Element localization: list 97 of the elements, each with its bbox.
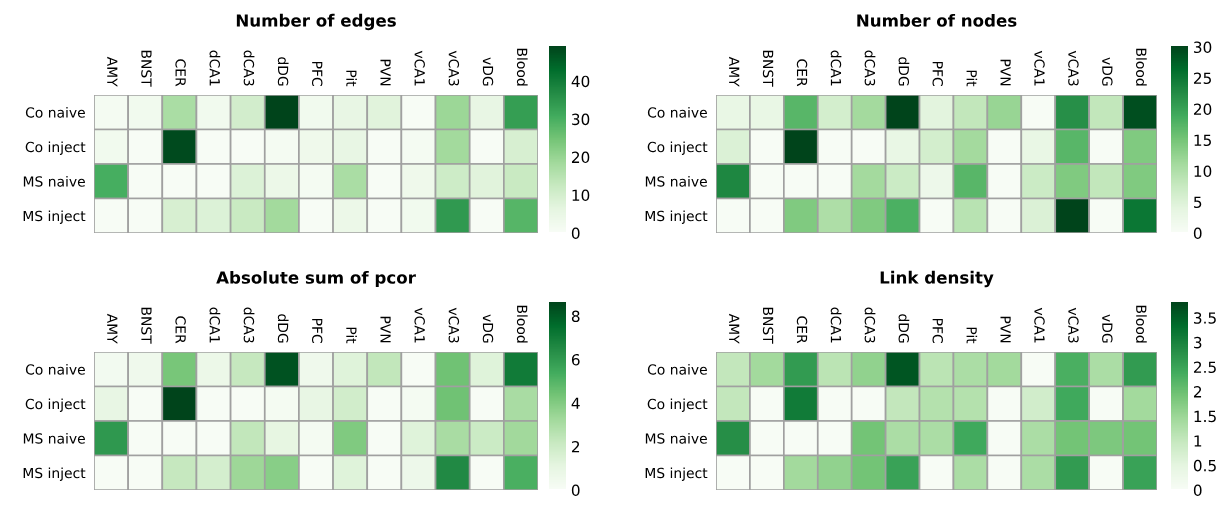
color-bar-label: 15 [1194, 134, 1211, 147]
color-bar-label: 0.5 [1193, 459, 1216, 472]
y-tick-label: MS inject [645, 467, 708, 481]
y-tick-label: Co naive [25, 106, 85, 118]
color-bar-label: 2.5 [1193, 361, 1216, 373]
y-tick-label: Co inject [647, 141, 708, 155]
x-tick-label: AMY [729, 313, 740, 344]
y-tick-label: MS naive [645, 175, 707, 187]
x-tick-label: dDG [898, 314, 910, 343]
x-tick-label: BNST [141, 307, 152, 344]
color-bar-label: 2 [571, 440, 580, 453]
y-tick-label: MS inject [23, 210, 86, 224]
y-tick-label: MS naive [23, 175, 85, 187]
x-tick-label: AMY [729, 56, 740, 87]
x-tick-label: PFC [311, 318, 323, 343]
x-tick-label: dDG [277, 314, 289, 343]
x-tick-label: dCA3 [243, 50, 255, 86]
x-tick-label: dCA3 [864, 307, 876, 343]
color-bar-label: 0 [571, 484, 580, 497]
x-tick-label: vCA3 [448, 50, 460, 86]
x-tick-label: AMY [107, 56, 118, 87]
x-tick-label: PVN [1000, 59, 1011, 86]
x-tick-label: dCA3 [864, 50, 876, 86]
x-tick-label: dCA3 [243, 307, 255, 343]
x-tick-label: vCA1 [1034, 50, 1045, 86]
x-tick-label: PFC [932, 61, 943, 86]
color-bar-label: 4 [571, 397, 580, 409]
y-tick-label: Co inject [647, 398, 708, 412]
x-tick-label: Pit [346, 327, 357, 344]
x-tick-label: Pit [966, 70, 978, 87]
x-tick-label: PFC [311, 61, 323, 86]
color-bar-label: 30 [572, 113, 590, 126]
y-tick-label: MS inject [23, 467, 86, 481]
x-tick-label: dCA1 [830, 307, 842, 343]
color-bar-label: 25 [1193, 72, 1211, 85]
x-tick-label: vDG [482, 57, 494, 86]
x-tick-label: PVN [380, 59, 391, 86]
y-tick-label: MS inject [645, 210, 708, 224]
x-tick-label: vDG [1102, 314, 1113, 343]
y-tick-label: Co inject [25, 141, 86, 155]
x-tick-label: Blood [516, 48, 528, 86]
x-tick-label: BNST [762, 307, 774, 344]
x-tick-label: vDG [482, 314, 494, 343]
chart-title: Absolute sum of pcor [216, 270, 416, 288]
x-tick-label: CER [796, 59, 808, 87]
color-bar-label: 5 [1194, 196, 1202, 209]
color-bar-label: 2 [1193, 386, 1202, 398]
y-tick-label: Co inject [25, 398, 86, 412]
color-bar-label: 0 [571, 227, 580, 240]
color-bar-label: 10 [1194, 165, 1212, 178]
chart-title: Number of nodes [857, 13, 1017, 27]
x-tick-label: Blood [1136, 305, 1147, 343]
color-bar-label: 20 [1193, 103, 1212, 116]
y-tick-label: Co naive [647, 106, 707, 118]
x-tick-label: vCA3 [448, 307, 460, 343]
x-tick-label: Pit [346, 70, 357, 87]
x-tick-label: Pit [966, 327, 978, 344]
x-tick-label: dCA1 [209, 307, 221, 343]
color-bar-label: 40 [571, 75, 590, 88]
x-tick-label: AMY [107, 313, 118, 344]
x-tick-label: vDG [1102, 57, 1113, 86]
x-tick-label: vCA1 [414, 307, 425, 343]
y-tick-label: Co naive [647, 363, 707, 375]
x-tick-label: BNST [141, 50, 152, 87]
y-tick-label: MS naive [645, 432, 707, 444]
x-tick-label: BNST [762, 50, 774, 87]
x-tick-label: CER [175, 316, 186, 344]
color-bar-label: 1.5 [1194, 410, 1216, 423]
color-bar-label: 6 [571, 354, 580, 366]
color-bar-label: 0 [1193, 227, 1202, 240]
x-tick-label: vCA1 [414, 50, 425, 86]
x-tick-label: PVN [380, 316, 391, 343]
chart-title: Link density [880, 270, 994, 288]
color-bar-label: 1 [1194, 435, 1202, 447]
chart-title: Number of edges [236, 13, 396, 31]
x-tick-label: Blood [516, 305, 528, 343]
x-tick-label: vCA3 [1068, 50, 1079, 86]
color-bar-label: 10 [572, 189, 590, 202]
color-bar-label: 3 [1194, 336, 1202, 349]
x-tick-label: CER [175, 59, 186, 87]
y-tick-label: MS naive [23, 432, 85, 444]
color-bar-label: 8 [571, 310, 580, 323]
color-bar-label: 30 [1194, 41, 1212, 54]
x-tick-label: CER [796, 316, 808, 344]
x-tick-label: Blood [1136, 48, 1147, 86]
x-tick-label: dCA1 [830, 50, 842, 86]
x-tick-label: dDG [898, 57, 910, 86]
color-bar-label: 20 [571, 151, 590, 164]
y-tick-label: Co naive [25, 363, 85, 375]
x-tick-label: vCA1 [1034, 307, 1045, 343]
x-tick-label: PFC [932, 318, 943, 343]
color-bar-label: 0 [1193, 484, 1202, 497]
x-tick-label: PVN [1000, 316, 1011, 343]
x-tick-label: vCA3 [1068, 307, 1079, 343]
color-bar-label: 3.5 [1194, 312, 1216, 324]
x-tick-label: dDG [277, 57, 289, 86]
x-tick-label: dCA1 [209, 50, 221, 86]
